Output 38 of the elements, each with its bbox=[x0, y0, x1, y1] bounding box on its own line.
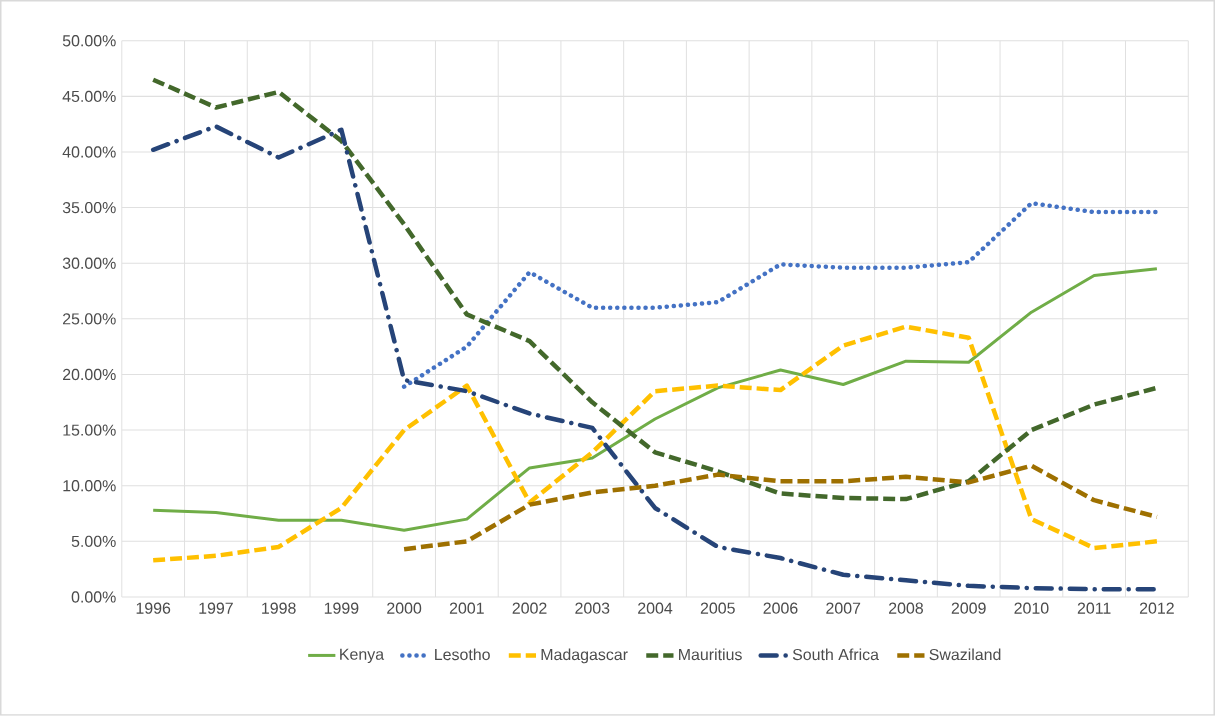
x-tick-label: 2003 bbox=[575, 602, 610, 614]
x-tick-label: 2007 bbox=[826, 602, 861, 614]
y-tick-label: 0.00% bbox=[71, 591, 116, 603]
x-tick-label: 1999 bbox=[324, 602, 359, 614]
x-tick-label: 2008 bbox=[889, 602, 923, 614]
y-tick-label: 20.00% bbox=[63, 368, 116, 381]
y-tick-label: 50.00% bbox=[62, 35, 116, 47]
x-tick-label: 2005 bbox=[700, 602, 735, 614]
legend-label: Kenya bbox=[340, 648, 385, 664]
y-tick-label: 15.00% bbox=[63, 424, 116, 436]
x-tick-label: 1998 bbox=[262, 602, 296, 614]
legend-label: South Africa bbox=[792, 648, 879, 661]
legend-label: Mauritius bbox=[679, 648, 742, 661]
y-tick-label: 5.00% bbox=[71, 535, 116, 548]
y-tick-label: 25.00% bbox=[63, 313, 116, 325]
x-tick-label: 2009 bbox=[951, 602, 986, 614]
y-tick-label: 40.00% bbox=[62, 146, 116, 158]
x-tick-label: 1996 bbox=[136, 602, 171, 614]
x-tick-label: 2006 bbox=[763, 602, 798, 614]
y-tick-label: 30.00% bbox=[62, 257, 116, 269]
legend-label: Lesotho bbox=[435, 648, 490, 661]
y-tick-label: 35.00% bbox=[62, 202, 116, 214]
x-tick-label: 2002 bbox=[512, 602, 547, 614]
line-series bbox=[151, 267, 1159, 532]
line-series bbox=[150, 324, 1160, 563]
legend-label: Madagascar bbox=[541, 648, 628, 664]
line-series bbox=[401, 201, 1160, 390]
x-tick-label: 1997 bbox=[199, 602, 233, 614]
x-tick-label: 2001 bbox=[449, 602, 484, 614]
legend-label: Swaziland bbox=[929, 648, 1001, 661]
y-tick-label: 10.00% bbox=[63, 480, 116, 492]
x-tick-label: 2011 bbox=[1077, 602, 1111, 614]
x-tick-label: 2000 bbox=[387, 602, 422, 614]
x-tick-label: 2010 bbox=[1014, 602, 1049, 614]
x-tick-label: 2012 bbox=[1139, 602, 1174, 614]
y-tick-label: 45.00% bbox=[62, 90, 116, 103]
line-series bbox=[401, 463, 1160, 552]
x-tick-label: 2004 bbox=[638, 602, 673, 614]
